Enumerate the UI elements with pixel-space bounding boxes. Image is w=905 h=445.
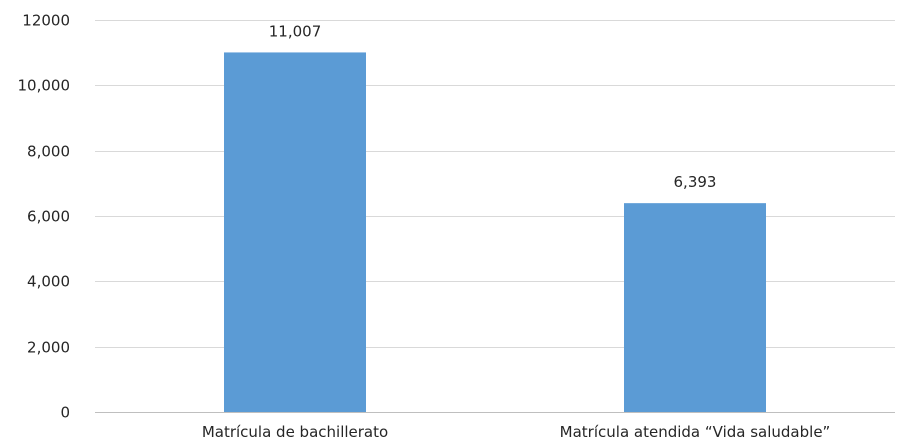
grid-layer [95,20,895,413]
data-label: 6,393 [674,173,717,191]
y-tick-label: 0 [60,404,70,422]
bar [624,203,766,412]
bar-layer [224,52,766,413]
y-tick-label: 4,000 [27,273,70,291]
label-layer: 0 2,000 4,000 6,000 8,000 10,000 12000 11,007 Ma… [18,12,831,442]
y-tick-label: 8,000 [27,143,70,161]
y-tick-label: 12000 [22,12,70,30]
data-label: 11,007 [269,22,322,40]
x-category-label: Matrícula atendida “Vida saludable” [560,423,831,441]
y-tick-label: 2,000 [27,339,70,357]
y-tick-label: 6,000 [27,208,70,226]
x-category-label: Matrícula de bachillerato [202,423,388,441]
y-tick-label: 10,000 [18,77,71,95]
bar [224,52,366,413]
